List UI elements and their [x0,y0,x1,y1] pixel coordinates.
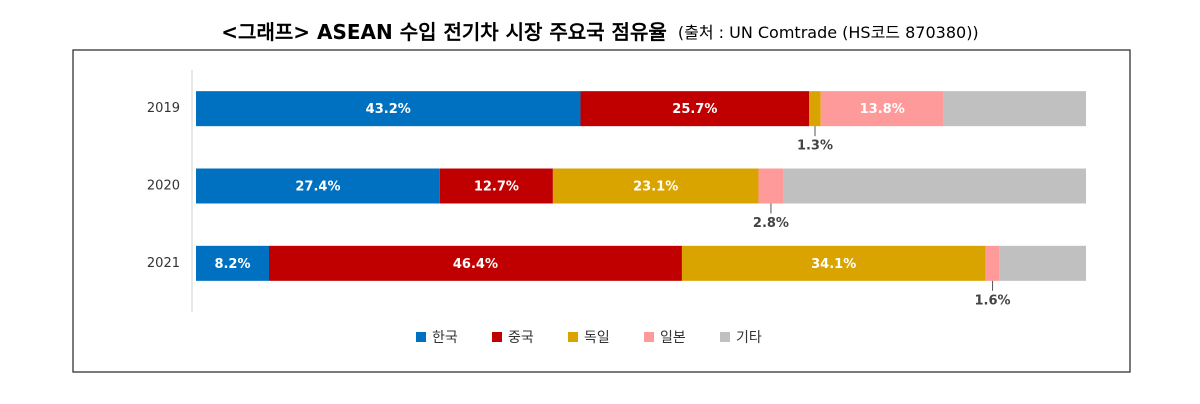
bar-segment [783,168,1086,204]
legend-swatch [416,332,426,342]
y-tick-label: 2021 [147,256,180,271]
data-label: 12.7% [474,180,519,195]
data-label: 46.4% [453,257,498,272]
chart-title: <그래프> ASEAN 수입 전기차 시장 주요국 점유율 [221,20,666,44]
bar-segment [196,245,269,281]
bar-segment [985,245,1000,281]
bar-segment [580,91,810,127]
y-tick-label: 2019 [147,101,180,116]
data-label: 25.7% [672,102,717,117]
bar-segment [999,245,1086,281]
data-label: 1.3% [797,139,833,154]
legend-label: 독일 [584,330,610,346]
bar-segment [943,91,1086,127]
data-label: 13.8% [860,102,905,117]
data-label: 27.4% [295,180,340,195]
y-tick-label: 2020 [147,179,180,194]
legend-label: 한국 [432,330,458,346]
bar-segment [681,245,986,281]
data-label: 8.2% [214,257,250,272]
bar-segment [196,168,440,204]
chart-source: (출처 : UN Comtrade (HS코드 870380)) [678,23,979,42]
bar-segment [809,91,821,127]
legend-swatch [568,332,578,342]
legend-swatch [492,332,502,342]
legend-swatch [644,332,654,342]
bar-segment [196,91,581,127]
bar-segment [758,168,784,204]
data-label: 43.2% [366,102,411,117]
data-label: 1.6% [975,293,1011,308]
data-label: 2.8% [753,216,789,231]
chart-frame [72,49,1131,373]
data-label: 23.1% [633,180,678,195]
legend-label: 기타 [736,330,762,346]
data-label: 34.1% [811,257,856,272]
chart-heading: <그래프> ASEAN 수입 전기차 시장 주요국 점유율 (출처 : UN C… [221,20,978,44]
legend-swatch [720,332,730,342]
legend-label: 중국 [508,330,534,346]
legend-label: 일본 [660,330,686,346]
bar-segment [439,168,553,204]
bar-segment [820,91,944,127]
bar-segment [268,245,682,281]
bar-segment [552,168,759,204]
